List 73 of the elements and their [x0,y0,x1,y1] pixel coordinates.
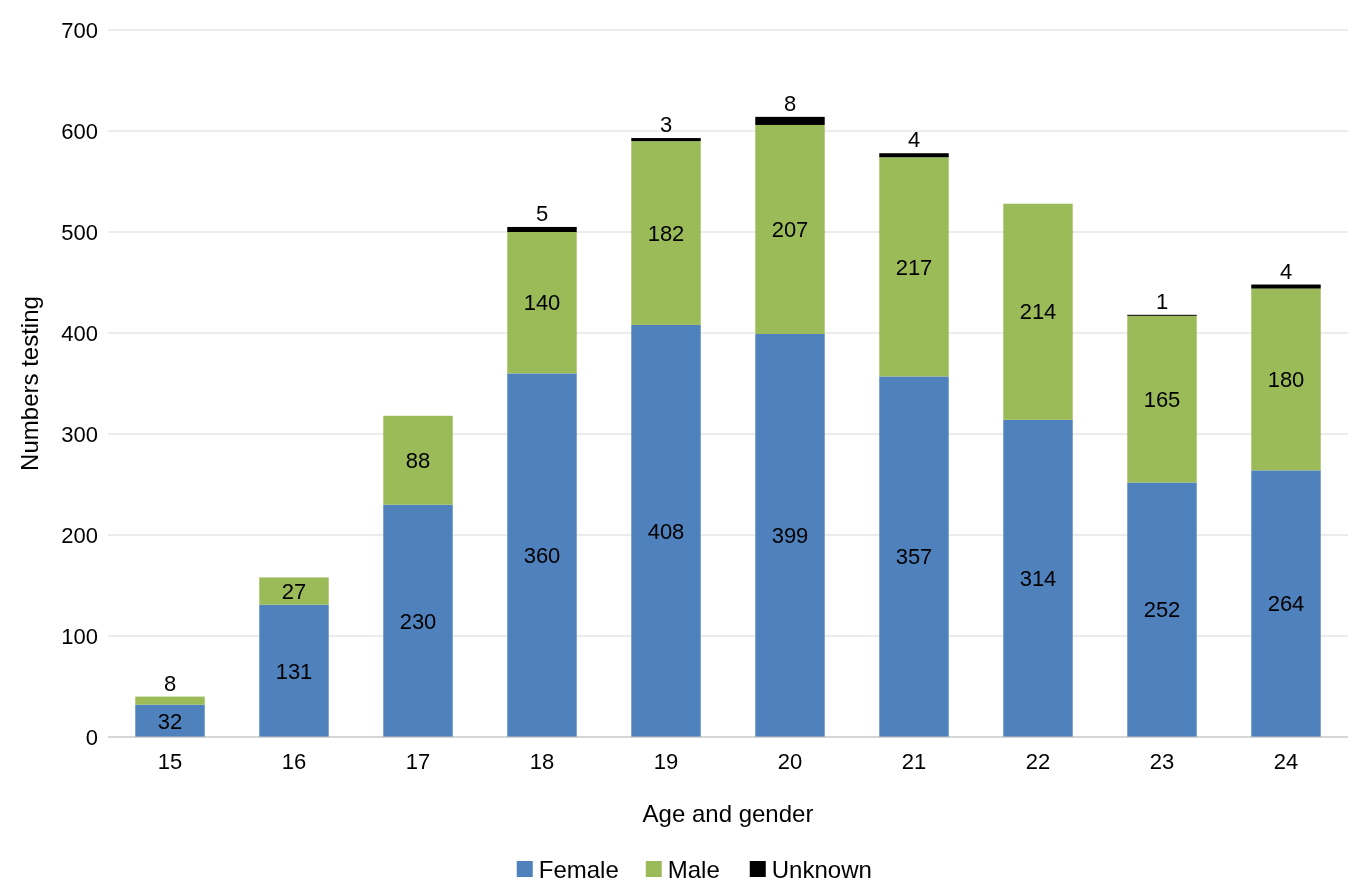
bar [755,334,825,737]
y-tick-label: 400 [61,320,98,346]
bar [631,324,701,737]
bar [879,153,949,158]
data-label: 252 [1143,597,1181,623]
y-tick-label: 600 [61,118,98,144]
bar [507,232,577,374]
y-tick-label: 0 [85,724,98,750]
bar [383,504,453,737]
data-label: 357 [895,544,933,570]
data-label: 264 [1267,591,1305,617]
bar [259,604,329,737]
bar [1127,315,1197,483]
data-label: 217 [895,254,933,280]
bar [1251,470,1321,737]
data-label: 207 [771,217,809,243]
x-tick-label: 20 [777,749,803,774]
data-label: 3 [659,112,673,138]
data-label: 131 [275,658,313,684]
x-tick-label: 22 [1025,749,1051,774]
bar [507,226,577,232]
bar [1251,284,1321,289]
data-label: 408 [647,518,685,544]
x-tick-label: 17 [405,749,431,774]
data-label: 314 [1019,566,1057,592]
bar [631,138,701,142]
x-tick-label: 18 [529,749,555,774]
bar [755,124,825,335]
bar [507,373,577,737]
data-label: 182 [647,220,685,246]
data-label: 4 [1279,258,1293,284]
data-label: 180 [1267,367,1305,393]
data-label: 360 [523,542,561,568]
x-tick-label: 16 [281,749,307,774]
bar [879,376,949,737]
x-axis-title: Age and gender [642,800,814,827]
data-label: 230 [399,608,437,634]
y-tick-label: 200 [61,522,98,548]
data-label: 27 [281,578,307,604]
x-tick-label: 15 [157,749,183,774]
bar [383,415,453,505]
data-label: 165 [1143,386,1181,412]
y-tick-label: 300 [61,421,98,447]
y-axis-title: Numbers testing [16,296,43,471]
data-label: 4 [907,127,921,153]
bar [631,141,701,325]
data-label: 214 [1019,299,1057,325]
data-label: 1 [1155,288,1169,314]
data-label: 140 [523,290,561,316]
legend-label: Male [667,856,720,884]
data-label: 5 [535,200,549,226]
legend-label: Female [538,856,619,884]
data-label: 399 [771,523,809,549]
bar [259,577,329,605]
bar [755,116,825,125]
x-tick-label: 19 [653,749,679,774]
y-tick-label: 500 [61,219,98,245]
bar [879,157,949,377]
y-tick-label: 100 [61,623,98,649]
bar [1003,203,1073,420]
bar [135,696,205,705]
data-label: 88 [405,447,431,473]
data-label: 8 [163,670,177,696]
x-tick-label: 23 [1149,749,1175,774]
bar [1251,288,1321,471]
bar [1003,419,1073,737]
y-tick-label: 700 [61,17,98,43]
bar [1127,482,1197,737]
data-label: 8 [783,90,797,116]
x-tick-label: 21 [901,749,927,774]
data-label: 32 [157,708,183,734]
legend-label: Unknown [771,856,872,884]
x-tick-label: 24 [1273,749,1299,774]
